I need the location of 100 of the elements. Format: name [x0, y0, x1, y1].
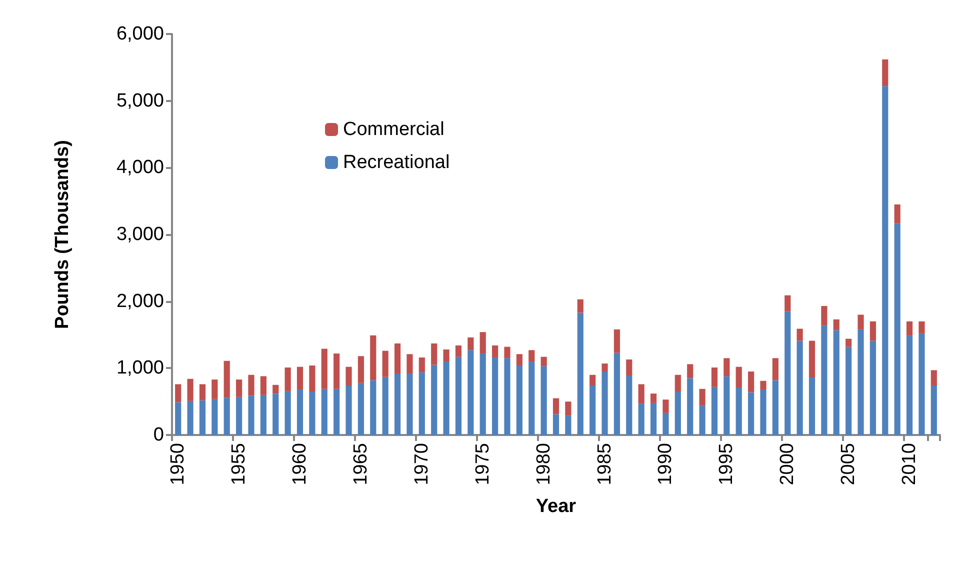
bar — [577, 299, 584, 313]
bar — [833, 330, 840, 435]
bar — [638, 404, 644, 435]
bar — [711, 368, 718, 387]
bar — [358, 356, 364, 383]
x-tick-label: 2000 — [777, 443, 798, 486]
bar — [528, 350, 535, 362]
bar — [480, 353, 486, 435]
bar — [455, 356, 462, 435]
bar — [284, 390, 291, 435]
bar — [516, 354, 522, 366]
bar — [724, 376, 730, 435]
bar — [284, 368, 291, 391]
bar — [650, 394, 657, 403]
bar — [431, 343, 438, 365]
bar — [711, 386, 718, 435]
bar — [260, 376, 266, 395]
bar — [833, 319, 840, 330]
bar — [699, 388, 706, 406]
bar — [882, 59, 888, 86]
bar — [650, 402, 657, 435]
bar — [736, 366, 742, 388]
bar — [846, 346, 852, 435]
bar — [930, 386, 937, 435]
bar — [346, 366, 352, 386]
bar — [516, 365, 522, 435]
bar — [212, 398, 218, 435]
bar — [492, 357, 498, 435]
bar — [406, 354, 413, 374]
bar — [748, 392, 754, 435]
x-tick-label: 1985 — [594, 443, 616, 486]
bar — [614, 329, 620, 353]
bar — [638, 384, 644, 404]
x-tick-label: 1980 — [533, 443, 554, 486]
bar — [906, 321, 913, 336]
legend-label: Commercial — [343, 119, 444, 140]
bar — [918, 321, 925, 334]
bar — [674, 392, 681, 435]
bar — [687, 378, 694, 435]
bar — [736, 388, 742, 435]
bar — [382, 376, 388, 435]
bar — [808, 340, 816, 378]
bar — [870, 340, 876, 435]
bar — [821, 325, 828, 435]
bar — [260, 394, 266, 435]
bar — [540, 366, 547, 435]
bar — [760, 390, 766, 435]
bar — [431, 364, 438, 435]
bar — [224, 398, 230, 435]
bar — [590, 374, 596, 386]
bar — [382, 350, 388, 377]
bar — [468, 337, 474, 350]
bar — [187, 400, 194, 435]
bar — [930, 370, 937, 386]
bar — [626, 376, 632, 435]
y-tick-label: 0 — [153, 424, 164, 446]
bar — [443, 349, 450, 362]
bar — [821, 306, 828, 326]
x-tick-label: 1960 — [290, 443, 310, 486]
bar — [504, 346, 510, 358]
bar — [394, 374, 401, 435]
legend-label: Recreational — [343, 152, 450, 173]
x-tick-label: 2005 — [838, 443, 860, 486]
bar — [199, 384, 206, 400]
bar — [846, 338, 852, 347]
x-tick-label: 1965 — [350, 443, 372, 486]
bar — [906, 335, 913, 435]
bar — [370, 335, 376, 380]
bar — [272, 394, 279, 435]
bar — [699, 406, 706, 435]
x-axis-title: Year — [536, 496, 577, 517]
bar — [772, 358, 778, 380]
bar — [784, 295, 791, 312]
x-tick-label: 1995 — [716, 443, 738, 486]
bar — [565, 402, 572, 416]
bar — [504, 358, 510, 435]
bar — [796, 328, 803, 341]
bar — [370, 380, 376, 435]
bar — [724, 358, 730, 376]
bar — [590, 386, 596, 435]
bar — [296, 390, 304, 435]
bar — [626, 359, 632, 376]
bar — [748, 372, 754, 392]
bar — [894, 204, 900, 224]
bar — [602, 363, 608, 372]
bar — [248, 396, 254, 435]
y-tick-label: 5,000 — [116, 90, 164, 112]
bar — [662, 400, 669, 413]
bar — [784, 311, 791, 435]
bar — [882, 86, 888, 435]
x-tick-label: 1950 — [168, 443, 189, 486]
bar — [858, 329, 864, 435]
bar — [334, 388, 340, 435]
bar — [602, 372, 608, 435]
x-tick-label: 1955 — [228, 443, 250, 486]
bar — [894, 223, 900, 435]
bar — [480, 332, 486, 354]
bar — [455, 345, 462, 357]
bar — [858, 314, 864, 330]
x-tick-label: 1975 — [472, 443, 494, 486]
